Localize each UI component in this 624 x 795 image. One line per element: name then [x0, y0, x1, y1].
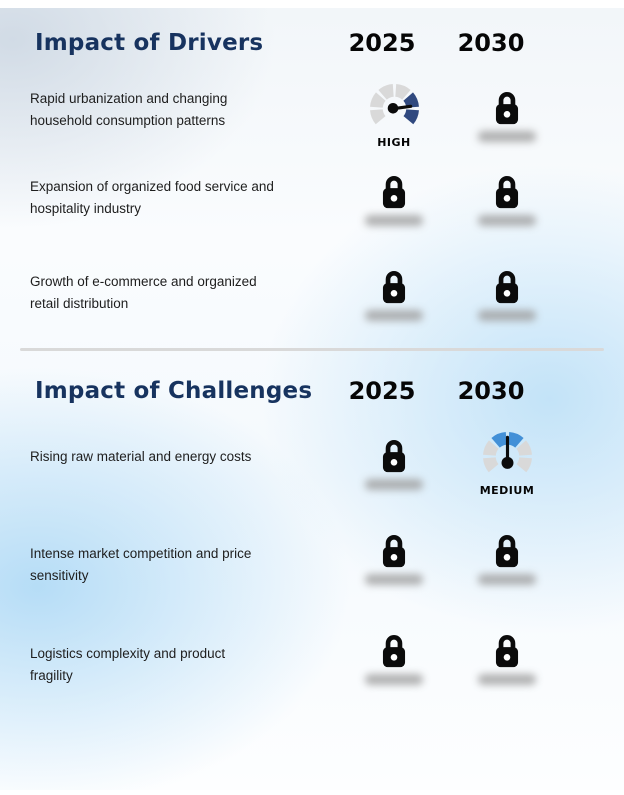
lock-icon: [382, 440, 406, 473]
impact-cell-2030: [452, 526, 562, 585]
drivers-header: Impact of Drivers 2025 2030: [0, 27, 624, 59]
table-row: Rapid urbanization and changing househol…: [0, 83, 624, 153]
row-label: Expansion of organized food service and …: [30, 179, 274, 216]
drivers-section-title: Impact of Drivers: [35, 30, 264, 56]
challenges-column-header-2025: 2025: [348, 377, 416, 405]
impact-cell-2030: [452, 167, 562, 226]
locked-value-redacted: [365, 215, 423, 226]
row-label: Rapid urbanization and changing househol…: [30, 91, 228, 128]
row-label: Intense market competition and price sen…: [30, 546, 252, 583]
locked-value-redacted: [478, 215, 536, 226]
impact-cell-2025: [339, 431, 449, 490]
challenges-section-title: Impact of Challenges: [35, 378, 313, 404]
lock-icon: [382, 176, 406, 209]
impact-level-label: HIGH: [377, 136, 411, 149]
locked-value-redacted: [365, 310, 423, 321]
locked-value-redacted: [478, 674, 536, 685]
lock-icon: [495, 635, 519, 668]
lock-icon: [495, 92, 519, 125]
lock-icon: [382, 535, 406, 568]
gauge-medium-icon: [482, 432, 532, 473]
challenges-column-header-2030: 2030: [457, 377, 525, 405]
drivers-column-header-2030: 2030: [457, 29, 525, 57]
row-label: Logistics complexity and product fragili…: [30, 646, 226, 683]
row-label: Growth of e-commerce and organized retai…: [30, 274, 257, 311]
impact-cell-2025: HIGH: [339, 83, 449, 149]
locked-value-redacted: [478, 574, 536, 585]
locked-value-redacted: [365, 574, 423, 585]
table-row: Growth of e-commerce and organized retai…: [0, 262, 624, 332]
table-row: Expansion of organized food service and …: [0, 167, 624, 237]
impact-cell-2030: [452, 262, 562, 321]
row-label: Rising raw material and energy costs: [30, 449, 252, 464]
section-divider: [20, 348, 604, 351]
lock-icon: [495, 535, 519, 568]
gauge-high-icon: [369, 84, 419, 125]
drivers-column-header-2025: 2025: [348, 29, 416, 57]
impact-level-label: MEDIUM: [479, 484, 535, 497]
impact-cell-2025: [339, 626, 449, 685]
table-row: Logistics complexity and product fragili…: [0, 626, 624, 696]
impact-cell-2030: [452, 626, 562, 685]
lock-icon: [495, 271, 519, 304]
challenges-header: Impact of Challenges 2025 2030: [0, 375, 624, 407]
lock-icon: [382, 635, 406, 668]
locked-value-redacted: [478, 310, 536, 321]
table-row: Rising raw material and energy costs MED: [0, 431, 624, 501]
lock-icon: [495, 176, 519, 209]
locked-value-redacted: [365, 479, 423, 490]
locked-value-redacted: [478, 131, 536, 142]
lock-icon: [382, 271, 406, 304]
impact-cell-2025: [339, 262, 449, 321]
impact-cell-2025: [339, 526, 449, 585]
locked-value-redacted: [365, 674, 423, 685]
impact-cell-2030: MEDIUM: [452, 431, 562, 497]
impact-cell-2030: [452, 83, 562, 142]
table-row: Intense market competition and price sen…: [0, 526, 624, 596]
impact-cell-2025: [339, 167, 449, 226]
